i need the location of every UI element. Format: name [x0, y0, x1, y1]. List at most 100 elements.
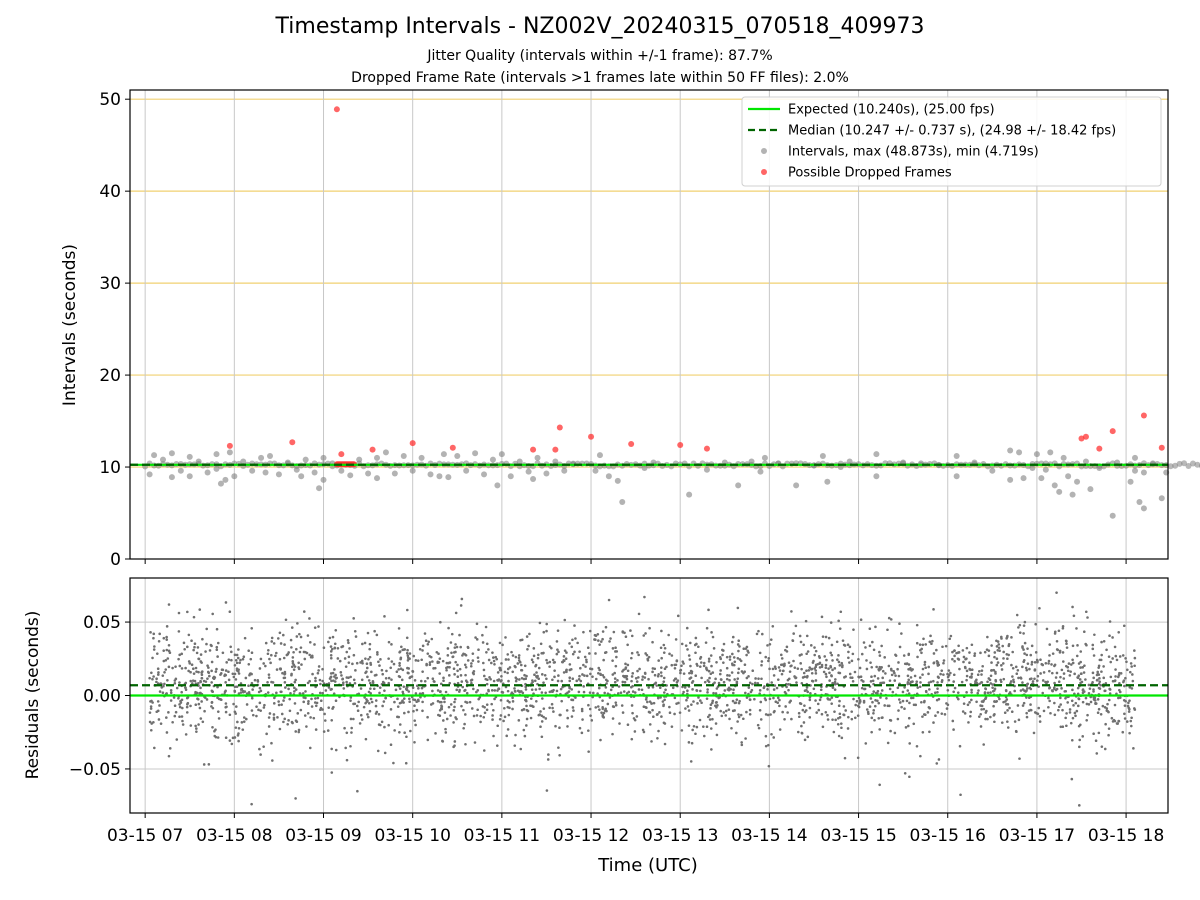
residual-point — [740, 741, 743, 744]
residual-point — [420, 658, 423, 662]
residual-point — [776, 678, 780, 681]
residual-point — [492, 734, 495, 738]
interval-point — [454, 453, 461, 460]
residual-point — [968, 651, 971, 654]
residual-point — [462, 652, 465, 656]
residual-point — [705, 626, 709, 630]
residual-point — [155, 680, 158, 684]
residual-point — [877, 716, 881, 720]
residual-point — [1001, 644, 1005, 648]
dropped-frame-point — [369, 446, 376, 453]
residual-point — [227, 670, 230, 674]
residual-point — [633, 718, 637, 722]
residual-point — [531, 660, 535, 664]
residual-point — [164, 659, 168, 662]
residual-point — [591, 675, 594, 678]
residual-point — [824, 666, 828, 669]
residual-point — [778, 704, 781, 708]
residual-point — [915, 623, 919, 627]
residual-point — [439, 682, 443, 686]
residual-point — [776, 696, 780, 700]
residual-point — [358, 722, 362, 725]
residual-point — [430, 637, 434, 641]
residual-point — [1066, 701, 1070, 704]
residual-point — [928, 640, 932, 644]
residual-point — [317, 669, 320, 672]
residual-point — [787, 661, 791, 664]
residual-point — [313, 701, 317, 704]
time-x-tick-label: 03-15 10 — [374, 826, 450, 846]
residual-point — [594, 652, 597, 655]
residual-point — [635, 680, 639, 683]
residual-point — [370, 670, 373, 674]
residual-point — [893, 731, 897, 735]
residual-point — [964, 666, 967, 670]
residual-point — [542, 630, 546, 634]
residual-point — [769, 638, 773, 641]
residual-point — [650, 702, 653, 705]
residual-point — [760, 663, 763, 667]
residual-point — [1048, 669, 1051, 673]
residual-point — [271, 759, 274, 762]
residual-point — [211, 725, 214, 729]
residual-point — [235, 685, 239, 689]
residual-point — [247, 649, 251, 652]
residual-point — [708, 676, 711, 680]
dropped-frame-point — [1109, 428, 1116, 435]
residual-point — [184, 666, 187, 670]
residual-point — [596, 705, 600, 708]
residual-point — [779, 653, 783, 657]
residual-point — [186, 696, 190, 699]
residual-point — [655, 713, 659, 716]
residual-point — [582, 685, 585, 688]
residual-point — [426, 715, 429, 719]
interval-point — [819, 453, 826, 460]
residual-point — [1114, 675, 1117, 678]
residual-point — [444, 731, 448, 734]
interval-point — [824, 478, 831, 485]
residual-point — [828, 679, 831, 682]
residual-point — [1095, 752, 1099, 755]
residual-point — [431, 660, 434, 663]
residual-point — [1085, 643, 1088, 647]
residual-point — [491, 651, 494, 654]
residual-point — [336, 657, 340, 660]
residual-point — [1068, 711, 1072, 714]
residual-point — [1123, 684, 1126, 688]
residual-point — [598, 643, 601, 646]
residual-point — [423, 632, 427, 635]
residual-point — [770, 681, 774, 684]
residual-point — [674, 638, 678, 641]
residual-point — [753, 697, 756, 701]
residual-point — [968, 661, 971, 665]
residual-point — [1061, 626, 1065, 630]
residual-point — [858, 666, 862, 670]
residual-point — [690, 670, 694, 673]
residual-point — [475, 638, 479, 641]
residual-point — [1091, 647, 1095, 651]
residual-point — [918, 643, 922, 646]
residual-point — [1093, 696, 1097, 700]
residual-point — [619, 691, 623, 694]
residual-point — [445, 668, 448, 672]
residual-point — [767, 743, 770, 747]
residual-point — [1084, 678, 1087, 681]
interval-point — [748, 458, 755, 465]
time-x-tick-label: 03-15 11 — [464, 826, 540, 846]
residual-point — [169, 699, 173, 702]
dropped-frame-point — [677, 441, 684, 448]
residual-point — [330, 718, 334, 722]
residual-point — [356, 709, 360, 713]
residual-point — [507, 658, 510, 661]
residual-point — [697, 645, 700, 649]
residual-point — [825, 658, 828, 662]
interval-point — [258, 454, 265, 461]
residual-point — [452, 709, 456, 712]
residual-point — [272, 702, 276, 705]
residual-point — [407, 690, 411, 693]
residual-point — [900, 705, 903, 709]
residual-point — [400, 678, 404, 682]
interval-point — [1082, 458, 1089, 465]
residual-point — [645, 653, 649, 657]
residual-point — [401, 690, 405, 694]
